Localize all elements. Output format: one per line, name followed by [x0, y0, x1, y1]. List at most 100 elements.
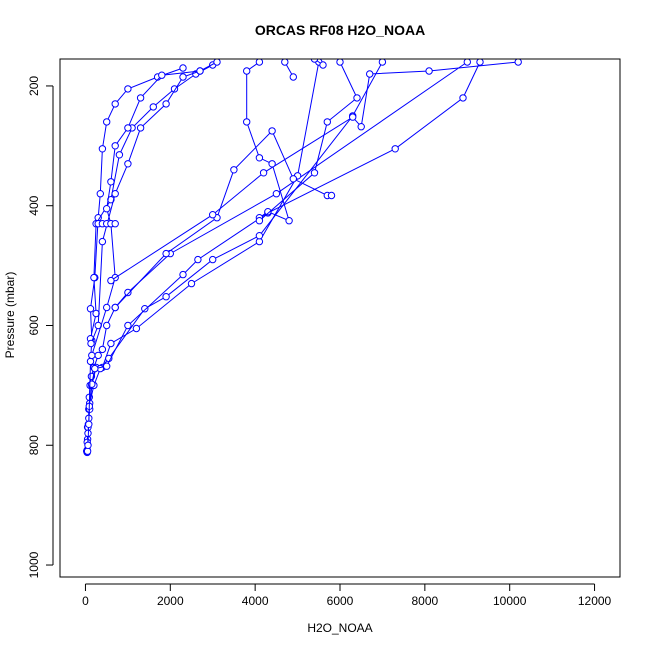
data-point [124, 288, 132, 297]
y-tick-label: 600 [27, 315, 41, 335]
data-point [514, 59, 522, 66]
series-layer [83, 59, 522, 457]
data-point [289, 175, 297, 183]
x-axis-label: H2O_NOAA [307, 621, 372, 635]
data-point [459, 94, 467, 102]
data-point [107, 339, 115, 348]
series-line [90, 61, 218, 344]
data-point [162, 293, 170, 301]
plot-frame [59, 58, 621, 578]
data-point [272, 190, 281, 198]
data-series [107, 59, 522, 285]
x-tick-label: 10000 [493, 594, 527, 608]
data-point [111, 303, 119, 312]
data-point [194, 255, 202, 264]
data-point [209, 211, 217, 219]
data-point [179, 64, 187, 72]
data-point [243, 67, 251, 75]
data-point [323, 118, 331, 126]
data-point [124, 124, 132, 132]
data-point [310, 169, 319, 177]
data-point [111, 220, 119, 228]
data-point [124, 85, 132, 93]
series-line [114, 130, 332, 308]
data-series [86, 61, 217, 343]
data-point [141, 305, 149, 313]
data-point [87, 339, 95, 348]
data-point [187, 279, 196, 288]
data-point [115, 151, 124, 159]
data-point [91, 364, 99, 373]
data-point [98, 237, 107, 246]
data-point [264, 208, 272, 216]
data-point [285, 217, 293, 225]
data-point [107, 178, 115, 186]
data-point [213, 59, 221, 66]
data-point [255, 217, 264, 225]
data-point [319, 61, 327, 69]
data-point [476, 59, 484, 66]
data-point [158, 71, 166, 79]
data-series [94, 220, 119, 228]
data-point [243, 118, 251, 126]
data-series [310, 59, 327, 69]
data-point [162, 249, 170, 258]
data-point [98, 345, 107, 354]
x-tick-label: 6000 [327, 594, 354, 608]
data-point [85, 420, 93, 428]
data-point [132, 324, 141, 333]
data-point [111, 100, 119, 108]
x-tick-label: 4000 [242, 594, 269, 608]
y-tick-label: 200 [27, 76, 41, 96]
data-point [327, 191, 336, 200]
series-line [110, 61, 519, 282]
data-point [103, 362, 111, 370]
data-point [149, 103, 158, 111]
data-point [124, 321, 132, 330]
data-point [86, 305, 95, 313]
data-point [124, 160, 132, 168]
data-point [255, 232, 264, 240]
y-axis-label: Pressure (mbar) [3, 272, 17, 359]
x-tick-label: 8000 [411, 594, 438, 608]
data-point [136, 94, 145, 102]
chart-title: ORCAS RF08 H2O_NOAA [255, 22, 425, 38]
data-point [353, 94, 361, 102]
data-point [259, 169, 268, 177]
data-point [378, 59, 387, 66]
data-point [96, 190, 105, 198]
data-point [268, 127, 276, 135]
data-point [391, 145, 399, 153]
data-point [255, 59, 264, 66]
data-point [179, 73, 187, 81]
y-tick-label: 800 [27, 435, 41, 455]
x-axis: 0 2000 4000 6000 8000 10000 12000 [82, 583, 612, 608]
data-point [209, 255, 217, 264]
x-tick-label: 2000 [157, 594, 184, 608]
data-point [289, 73, 297, 81]
data-series [281, 59, 297, 81]
x-tick-label: 12000 [578, 594, 612, 608]
data-point [255, 154, 264, 162]
data-point [136, 124, 145, 132]
series-line [246, 61, 290, 222]
data-point [162, 100, 170, 108]
data-point [94, 351, 102, 360]
data-point [230, 166, 238, 174]
data-point [84, 441, 92, 449]
data-series [255, 59, 361, 225]
data-point [86, 357, 95, 366]
data-series [111, 127, 336, 312]
data-point [103, 205, 111, 213]
data-point [336, 59, 344, 66]
data-point [463, 59, 471, 66]
data-point [111, 190, 119, 198]
data-series [87, 59, 221, 348]
y-tick-label: 400 [27, 195, 41, 215]
data-point [111, 142, 119, 150]
series-line [87, 61, 481, 446]
y-axis: 200 400 600 800 1000 [27, 76, 54, 578]
data-point [179, 270, 187, 279]
data-point [103, 321, 111, 330]
